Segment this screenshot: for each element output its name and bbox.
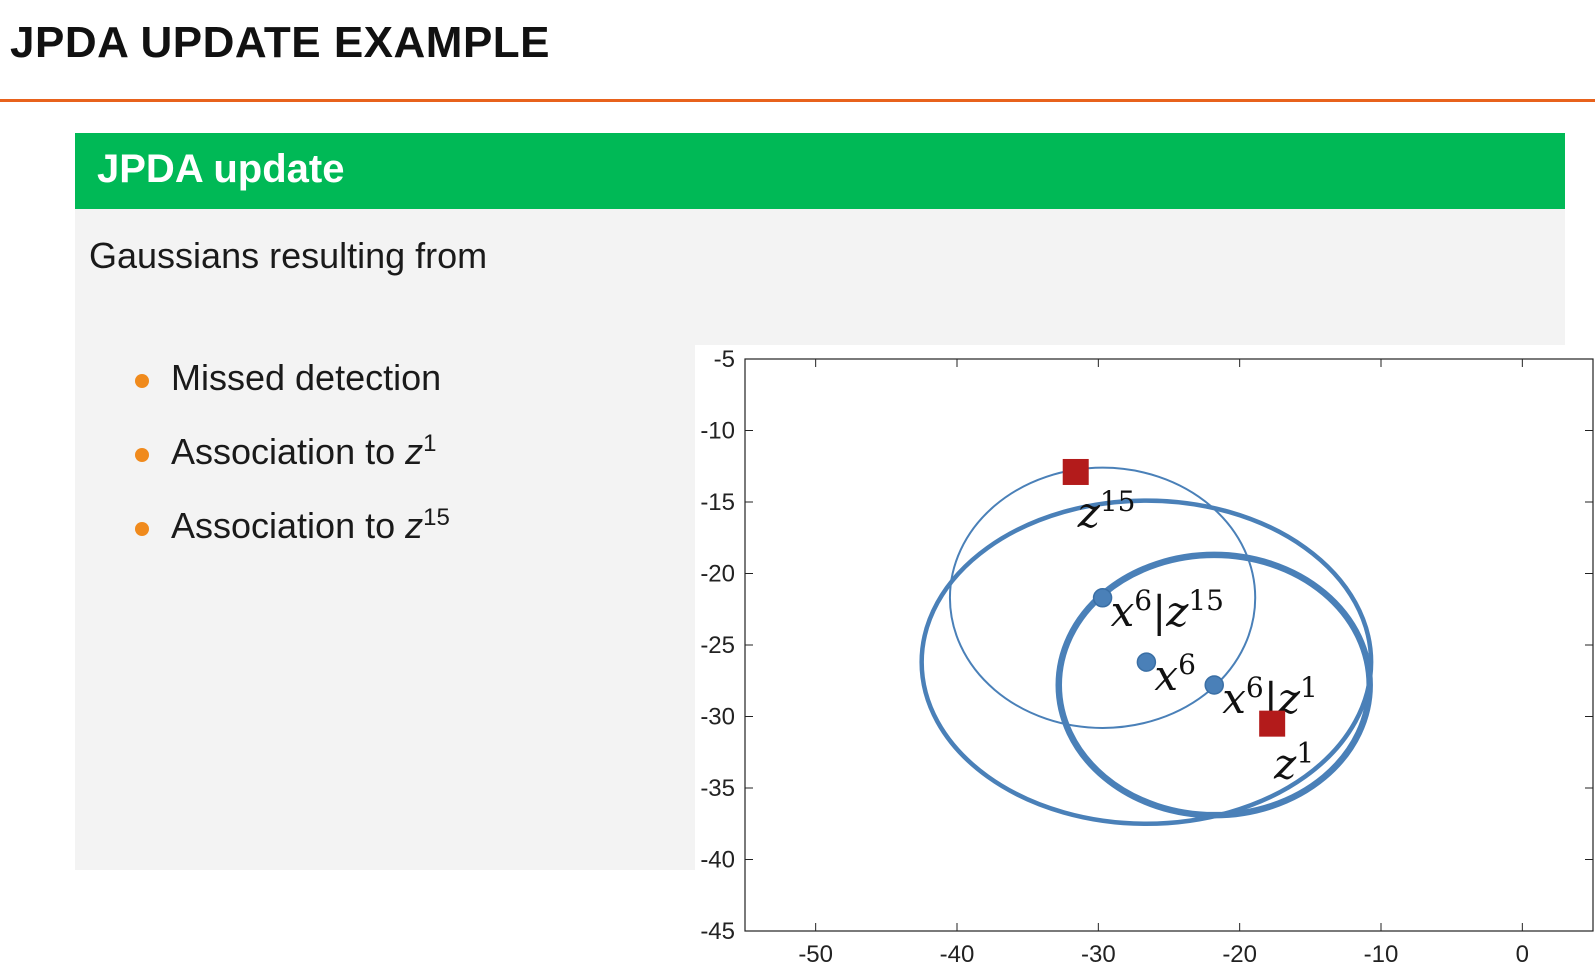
bullet-text: Missed detection bbox=[171, 357, 442, 398]
bullet-math-superscript: 15 bbox=[423, 504, 450, 531]
x-tick-label: -30 bbox=[1081, 941, 1116, 968]
bullet-math-symbol: z bbox=[405, 431, 424, 472]
title-accent-rule bbox=[0, 99, 1595, 102]
y-tick-label: -5 bbox=[714, 346, 735, 373]
x-tick-label: -10 bbox=[1364, 941, 1399, 968]
bullet-math-superscript: 1 bbox=[423, 430, 437, 457]
measurement-marker bbox=[1062, 458, 1089, 485]
jpda-scatter-plot: -50 -40 -30 -20 -10 0 -5 -10 -15 -20 -25 -30 -35 -40 -… bbox=[695, 345, 1595, 970]
y-tick-label: -20 bbox=[700, 561, 735, 588]
bullet-dot-icon bbox=[135, 522, 149, 536]
covariance-ellipse bbox=[948, 466, 1257, 729]
state-label: x6 bbox=[1154, 648, 1196, 700]
y-tick-label: -30 bbox=[700, 704, 735, 731]
block-title: JPDA update bbox=[97, 147, 345, 191]
slide-title: JPDA UPDATE EXAMPLE bbox=[10, 18, 551, 67]
bullet-item-missed-detection: Missed detection bbox=[135, 358, 450, 432]
bullet-item-association-z15: Association to z15 bbox=[135, 504, 450, 580]
bullet-dot-icon bbox=[135, 448, 149, 462]
measurement-marker bbox=[1259, 710, 1286, 737]
covariance-ellipse bbox=[919, 498, 1374, 826]
measurement-label: z1 bbox=[1273, 737, 1314, 789]
x-tick-label: -40 bbox=[940, 941, 975, 968]
state-label: x6|z15 bbox=[1111, 584, 1224, 636]
y-tick-label: -35 bbox=[700, 775, 735, 802]
covariance-ellipse bbox=[1055, 551, 1373, 819]
intro-text: Gaussians resulting from bbox=[89, 235, 488, 276]
content-block: JPDA update Gaussians resulting from Mis… bbox=[75, 133, 1595, 970]
bullet-text: Association to bbox=[171, 431, 406, 472]
y-tick-label: -25 bbox=[700, 632, 735, 659]
block-header: JPDA update bbox=[75, 133, 1565, 209]
state-estimate-point bbox=[1092, 588, 1113, 608]
y-tick-label: -40 bbox=[700, 847, 735, 874]
measurement-label: z15 bbox=[1077, 485, 1136, 537]
bullet-dot-icon bbox=[135, 374, 149, 388]
x-tick-label: -50 bbox=[798, 941, 833, 968]
x-tick-label: -20 bbox=[1222, 941, 1257, 968]
y-tick-label: -10 bbox=[700, 418, 735, 445]
y-tick-label: -45 bbox=[700, 918, 735, 945]
state-estimate-point bbox=[1204, 675, 1224, 695]
bullet-text: Association to bbox=[171, 505, 406, 546]
y-tick-label: -15 bbox=[700, 489, 735, 516]
bullet-list: Missed detection Association to z1 Assoc… bbox=[135, 358, 450, 580]
bullet-item-association-z1: Association to z1 bbox=[135, 430, 450, 506]
plot-frame bbox=[744, 358, 1594, 932]
bullet-math-symbol: z bbox=[405, 505, 424, 546]
x-tick-label: 0 bbox=[1516, 941, 1529, 968]
state-estimate-point bbox=[1136, 652, 1157, 672]
